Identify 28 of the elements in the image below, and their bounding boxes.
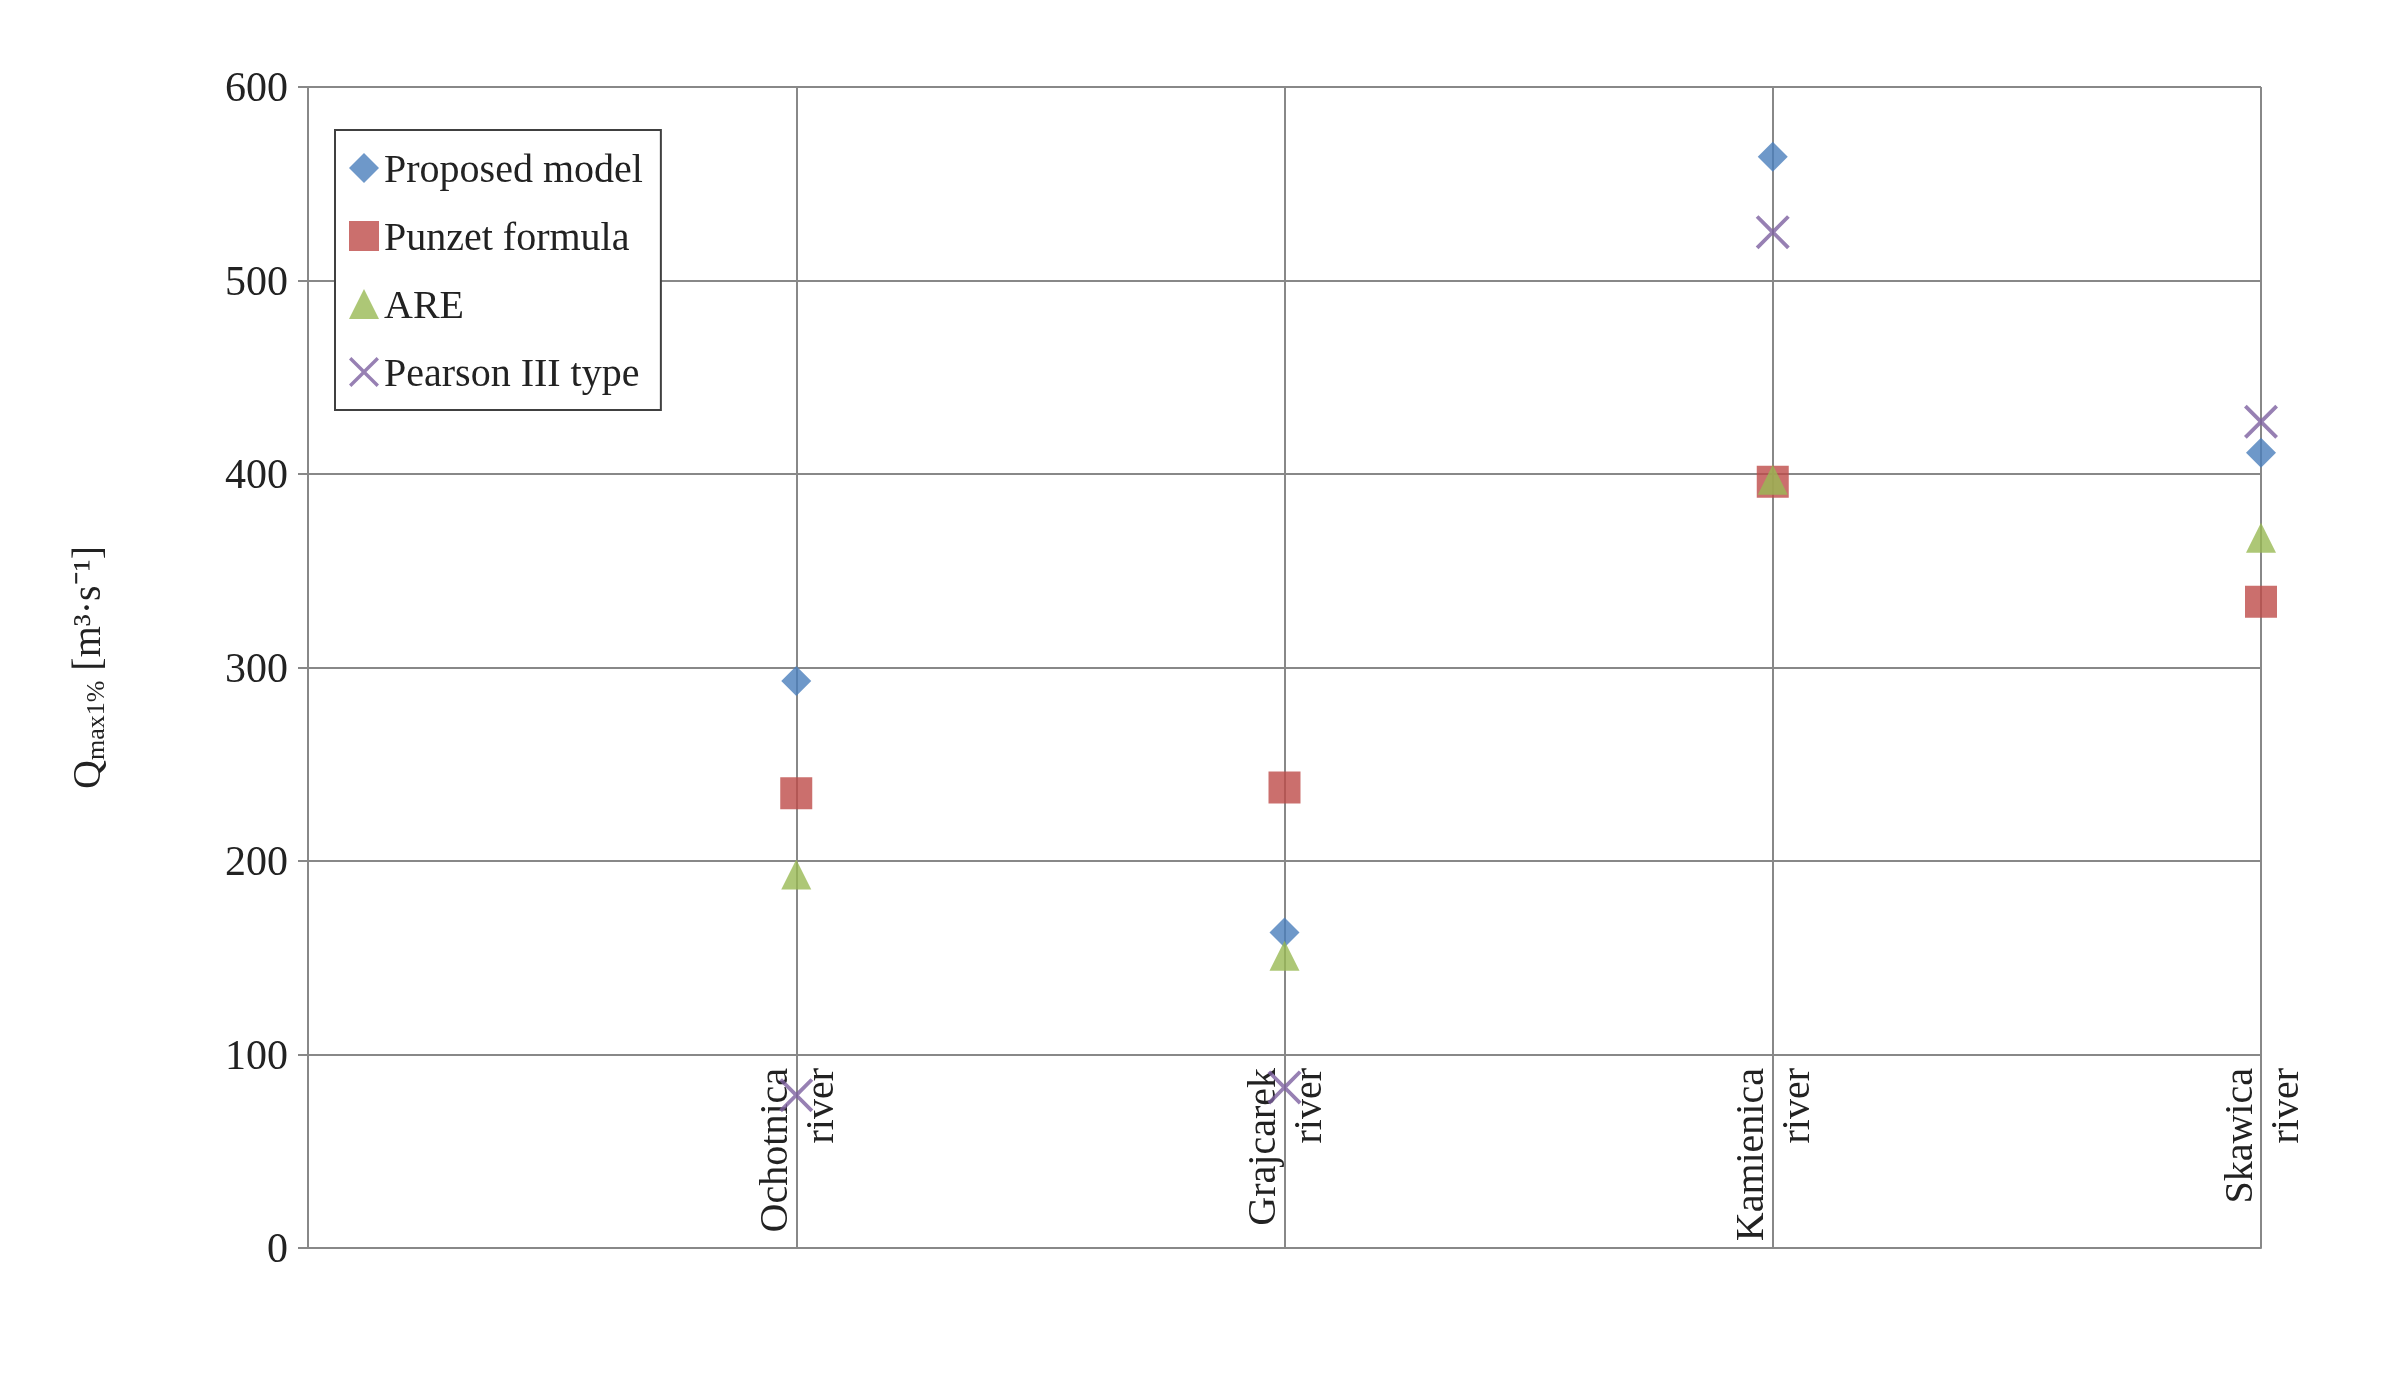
y-tick-label: 100 [225,1031,288,1078]
point [1755,215,1790,250]
y-tick-label: 400 [225,451,288,497]
point [1268,771,1301,804]
y-tick-label: 500 [225,257,288,304]
point [2246,437,2276,468]
y-tick-label: 200 [225,838,288,884]
legend-label: Punzet formula [384,213,630,259]
x-tick-label: Skawica river [2215,1067,2307,1204]
point [2245,585,2277,618]
legend-label: Proposed model [384,145,643,191]
point [1269,940,1300,971]
y-tick-label: 600 [225,64,288,110]
x-tick-label: Grajcarek river [1239,1068,1330,1226]
point [781,666,812,697]
y-axis-title: Qmax1% [m³·s⁻¹] [63,546,110,789]
point [1757,141,1788,172]
point [2244,404,2278,439]
point [780,777,813,810]
point [1269,917,1300,948]
point [781,859,812,890]
legend-label: ARE [384,281,464,327]
legend-label: Pearson III type [384,349,640,395]
point [2246,522,2276,553]
y-tick-label: 0 [267,1225,288,1271]
x-tick-label: Kamienica river [1727,1067,1819,1242]
x-tick-label: Ochotnica river [750,1067,842,1233]
y-tick-label: 300 [225,644,288,691]
